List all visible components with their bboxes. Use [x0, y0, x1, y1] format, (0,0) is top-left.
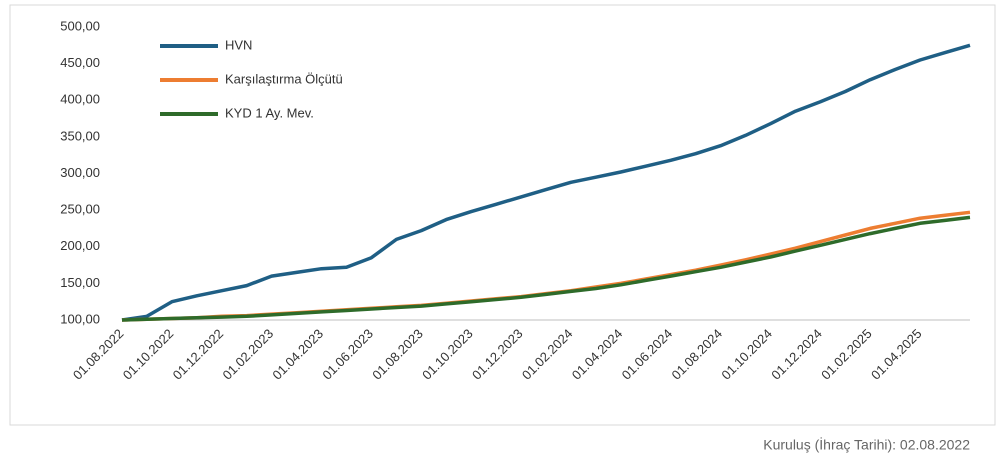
x-tick-label: 01.08.2023: [369, 326, 426, 383]
x-tick-label: 01.06.2024: [619, 326, 676, 383]
legend-label: KYD 1 Ay. Mev.: [225, 105, 314, 120]
x-tick-label: 01.04.2024: [569, 326, 626, 383]
y-tick-label: 100,00: [60, 311, 100, 326]
y-tick-label: 150,00: [60, 275, 100, 290]
y-tick-label: 500,00: [60, 18, 100, 33]
x-tick-label: 01.08.2024: [669, 326, 726, 383]
x-tick-label: 01.02.2024: [519, 326, 576, 383]
x-tick-label: 01.06.2023: [319, 326, 376, 383]
x-tick-label: 01.02.2025: [818, 326, 875, 383]
x-tick-label: 01.10.2023: [419, 326, 476, 383]
x-tick-label: 01.04.2023: [269, 326, 326, 383]
line-series: [121, 210, 971, 322]
footnote: Kuruluş (İhraç Tarihi): 02.08.2022: [763, 436, 970, 453]
legend-label: Karşılaştırma Ölçütü: [225, 71, 343, 86]
x-tick-label: 01.10.2022: [120, 326, 177, 383]
y-tick-label: 200,00: [60, 238, 100, 253]
x-tick-label: 01.04.2025: [868, 326, 925, 383]
y-tick-label: 450,00: [60, 55, 100, 70]
y-tick-label: 400,00: [60, 92, 100, 107]
x-tick-label: 01.12.2022: [170, 326, 227, 383]
line-series: [121, 43, 971, 322]
x-tick-label: 01.08.2022: [70, 326, 127, 383]
x-tick-label: 01.12.2024: [768, 326, 825, 383]
legend-label: HVN: [225, 37, 252, 52]
y-tick-label: 300,00: [60, 165, 100, 180]
line-series: [121, 215, 971, 322]
chart-frame: [9, 4, 996, 426]
y-tick-label: 250,00: [60, 202, 100, 217]
x-tick-label: 01.10.2024: [718, 326, 775, 383]
x-tick-label: 01.12.2023: [469, 326, 526, 383]
x-tick-label: 01.02.2023: [220, 326, 277, 383]
y-tick-label: 350,00: [60, 128, 100, 143]
